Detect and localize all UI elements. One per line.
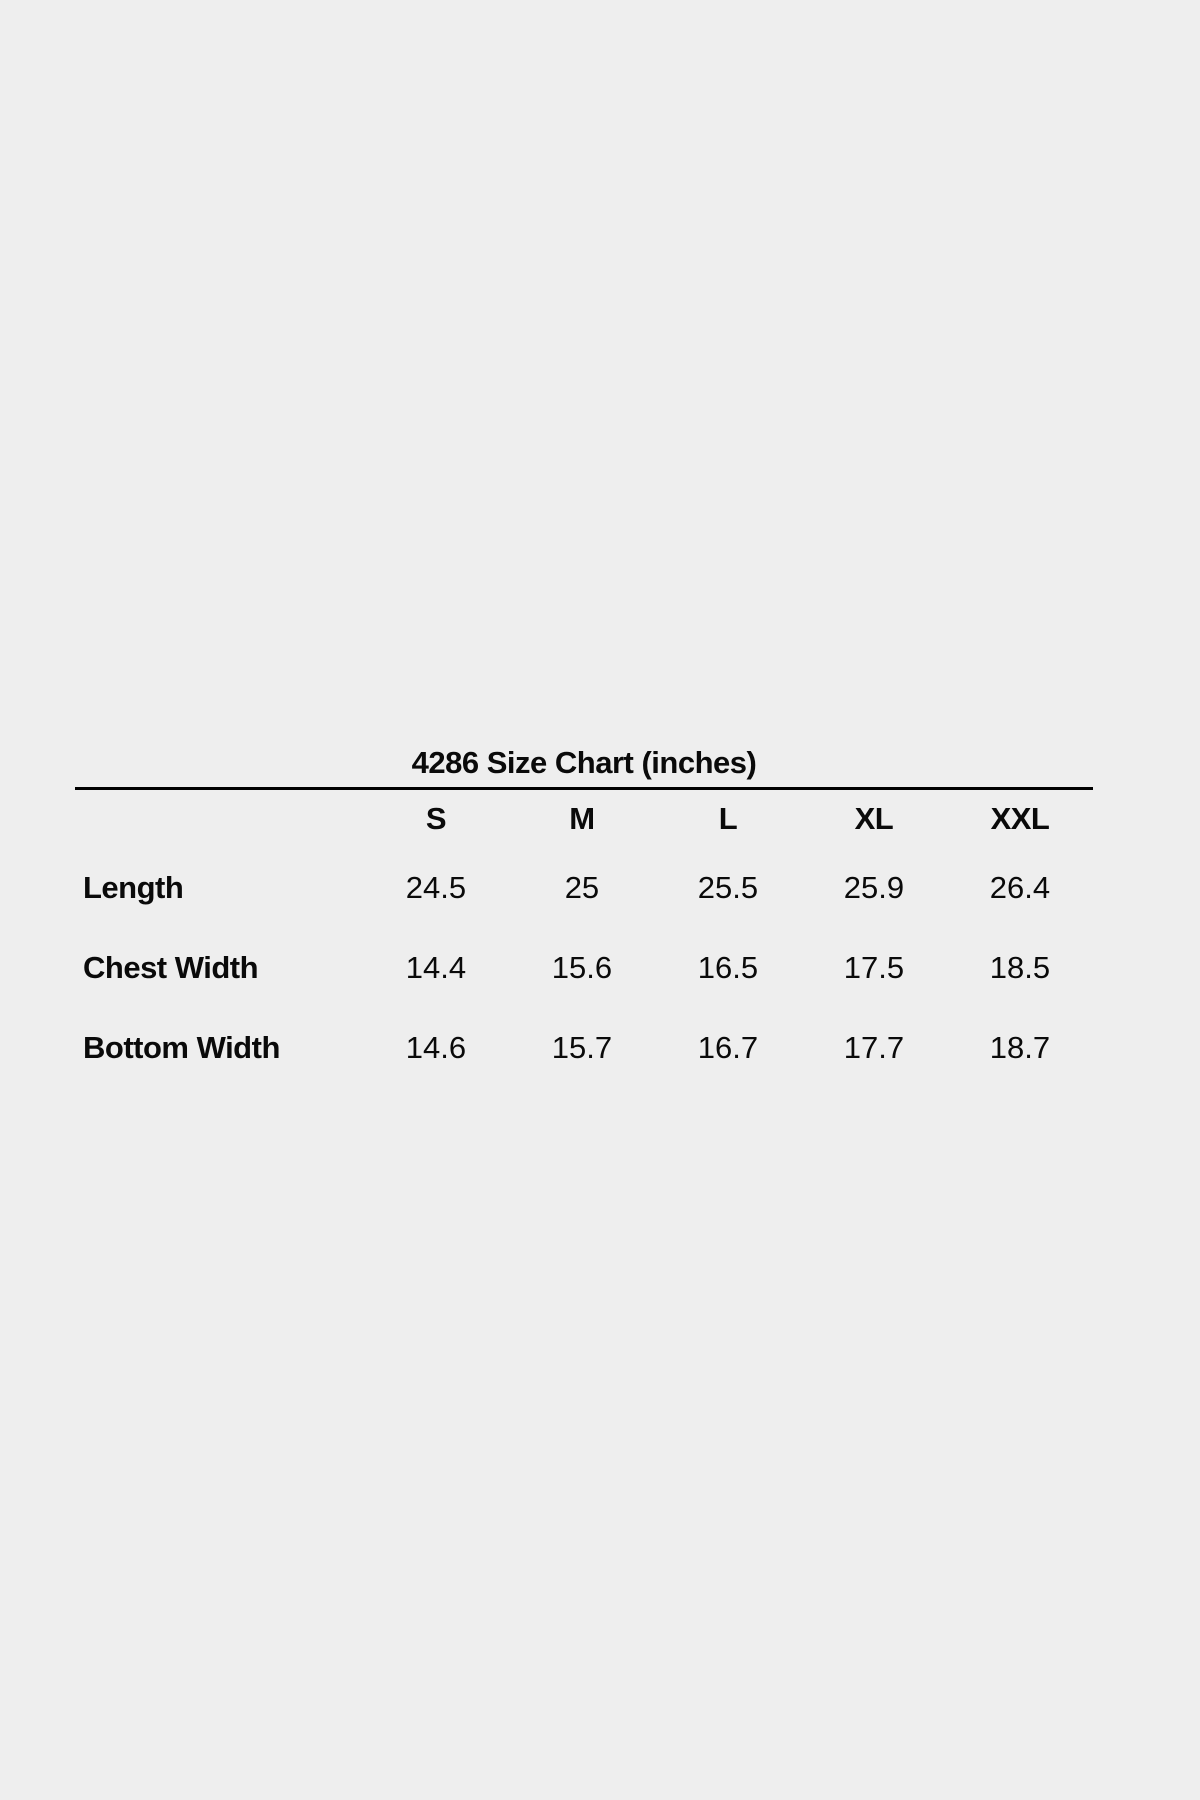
size-chart-title: 4286 Size Chart (inches) xyxy=(411,745,757,780)
size-col-header-xxl: XXL xyxy=(990,801,1050,836)
measurement-cell: 24.5 xyxy=(405,870,467,905)
measurement-cell: 16.5 xyxy=(697,950,759,985)
table-row-length: Length 24.5 25 25.5 25.9 26.4 xyxy=(75,848,1093,928)
row-label-length: Length xyxy=(83,870,184,905)
size-col-header-m: M xyxy=(569,801,595,836)
size-col-header-xl: XL xyxy=(854,801,894,836)
size-header-row: S M L XL XXL xyxy=(75,790,1093,848)
measurement-cell: 15.6 xyxy=(551,950,613,985)
measurement-cell: 18.5 xyxy=(989,950,1051,985)
measurement-cell: 14.6 xyxy=(405,1030,467,1065)
measurement-cell: 25 xyxy=(564,870,600,905)
row-label-bottom-width: Bottom Width xyxy=(83,1030,280,1065)
size-chart: 4286 Size Chart (inches) S M L XL XXL Le… xyxy=(75,745,1093,1088)
measurement-cell: 14.4 xyxy=(405,950,467,985)
measurement-cell: 17.7 xyxy=(843,1030,905,1065)
measurement-cell: 25.9 xyxy=(843,870,905,905)
measurement-cell: 16.7 xyxy=(697,1030,759,1065)
measurement-cell: 26.4 xyxy=(989,870,1051,905)
size-col-header-s: S xyxy=(425,801,447,836)
corner-empty-cell xyxy=(75,790,363,848)
size-chart-table: S M L XL XXL Length 24.5 25 25.5 25.9 26… xyxy=(75,790,1093,1088)
measurement-cell: 17.5 xyxy=(843,950,905,985)
measurement-cell: 25.5 xyxy=(697,870,759,905)
measurement-cell: 18.7 xyxy=(989,1030,1051,1065)
table-row-bottom-width: Bottom Width 14.6 15.7 16.7 17.7 18.7 xyxy=(75,1008,1093,1088)
row-label-chest-width: Chest Width xyxy=(83,950,259,985)
measurement-cell: 15.7 xyxy=(551,1030,613,1065)
table-row-chest-width: Chest Width 14.4 15.6 16.5 17.5 18.5 xyxy=(75,928,1093,1008)
title-divider-rule xyxy=(75,787,1093,790)
size-col-header-l: L xyxy=(718,801,738,836)
